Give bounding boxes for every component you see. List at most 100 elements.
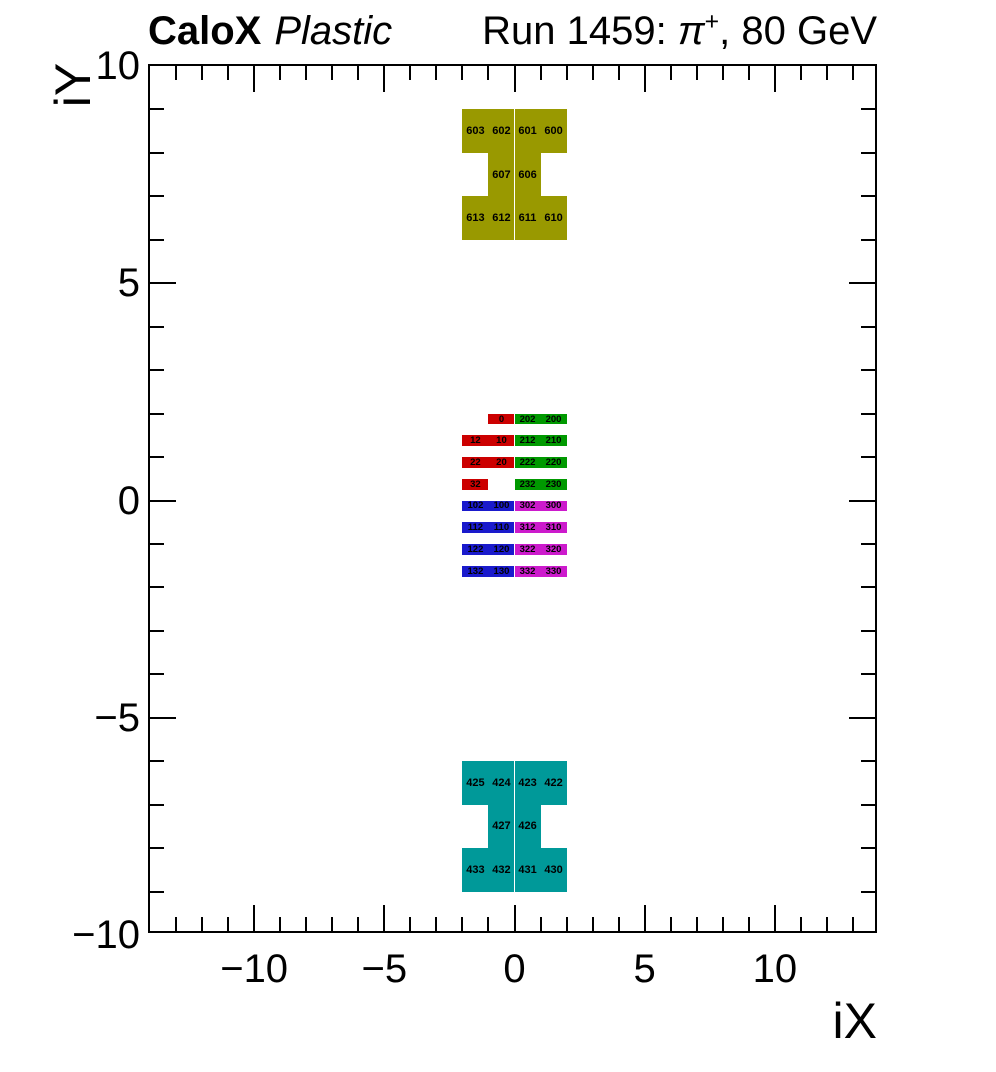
- y-tick-right: [861, 760, 875, 763]
- y-tick-left: [150, 542, 164, 545]
- cell-22: 22: [462, 457, 489, 468]
- x-tick-top: [461, 66, 464, 80]
- experiment-subtitle: Plastic: [274, 9, 393, 53]
- plot-title-right: Run 1459: π+, 80 GeV: [482, 8, 877, 54]
- cell-427: 427: [488, 804, 515, 849]
- cell-32: 32: [462, 479, 489, 490]
- y-tick-left: [150, 151, 164, 154]
- y-tick-label: 5: [117, 261, 140, 306]
- y-tick-right: [861, 412, 875, 415]
- cell-222: 222: [514, 457, 541, 468]
- y-tick-left: [150, 586, 164, 589]
- x-tick-top: [721, 66, 724, 80]
- cell-607: 607: [488, 152, 515, 197]
- experiment-name: CaloX: [148, 9, 262, 53]
- y-tick-left: [150, 282, 176, 285]
- x-tick-bottom: [357, 917, 360, 931]
- y-tick-right: [861, 108, 875, 111]
- cell-200: 200: [540, 414, 567, 425]
- y-tick-right: [861, 456, 875, 459]
- x-tick-bottom: [565, 917, 568, 931]
- x-tick-top: [357, 66, 360, 80]
- x-tick-top: [695, 66, 698, 80]
- cell-122: 122: [462, 544, 489, 555]
- x-tick-top: [643, 66, 646, 92]
- x-tick-top: [487, 66, 490, 80]
- y-tick-left: [150, 673, 164, 676]
- y-tick-label: −10: [72, 913, 140, 957]
- particle-symbol: π: [677, 9, 705, 53]
- x-tick-label: 5: [633, 947, 656, 991]
- run-info-prefix: Run 1459:: [482, 9, 678, 53]
- x-tick-bottom: [539, 917, 542, 931]
- cell-613: 613: [462, 196, 489, 240]
- x-tick-top: [799, 66, 802, 80]
- x-tick-top: [253, 66, 256, 92]
- y-tick-left: [150, 803, 164, 806]
- x-tick-bottom: [825, 917, 828, 931]
- x-tick-bottom: [279, 917, 282, 931]
- x-tick-top: [669, 66, 672, 80]
- x-tick-top: [305, 66, 308, 80]
- x-tick-label: −10: [220, 947, 289, 991]
- cell-611: 611: [514, 196, 541, 240]
- y-tick-right: [861, 586, 875, 589]
- cell-202: 202: [514, 414, 541, 425]
- y-tick-right: [849, 716, 875, 719]
- x-tick-bottom: [617, 917, 620, 931]
- x-tick-top: [591, 66, 594, 80]
- x-tick-top: [383, 66, 386, 92]
- x-tick-bottom: [175, 917, 178, 931]
- y-tick-left: [150, 369, 164, 372]
- y-tick-left: [150, 499, 176, 502]
- y-tick-right: [861, 803, 875, 806]
- x-tick-top: [175, 66, 178, 80]
- cell-424: 424: [488, 761, 515, 805]
- y-tick-right: [849, 282, 875, 285]
- x-tick-top: [227, 66, 230, 80]
- x-tick-bottom: [487, 917, 490, 931]
- y-tick-label: 0: [117, 478, 140, 523]
- y-tick-right: [861, 890, 875, 893]
- x-tick-bottom: [305, 917, 308, 931]
- cell-330: 330: [540, 566, 567, 577]
- y-tick-left: [150, 716, 176, 719]
- y-tick-right: [849, 499, 875, 502]
- cell-210: 210: [540, 435, 567, 446]
- x-tick-bottom: [721, 917, 724, 931]
- y-tick-right: [861, 673, 875, 676]
- cell-12: 12: [462, 435, 489, 446]
- x-tick-bottom: [643, 905, 646, 931]
- cell-603: 603: [462, 109, 489, 153]
- x-tick-bottom: [461, 917, 464, 931]
- cell-220: 220: [540, 457, 567, 468]
- cell-430: 430: [540, 848, 567, 892]
- x-tick-bottom: [409, 917, 412, 931]
- cell-310: 310: [540, 522, 567, 533]
- cell-432: 432: [488, 848, 515, 892]
- cell-10: 10: [488, 435, 515, 446]
- cell-320: 320: [540, 544, 567, 555]
- particle-charge: +: [704, 8, 720, 36]
- x-tick-bottom: [799, 917, 802, 931]
- x-tick-bottom: [773, 905, 776, 931]
- y-tick-left: [150, 238, 164, 241]
- y-tick-left: [150, 629, 164, 632]
- cell-601: 601: [514, 109, 541, 153]
- x-tick-bottom: [253, 905, 256, 931]
- cell-433: 433: [462, 848, 489, 892]
- x-tick-top: [513, 66, 516, 92]
- x-tick-label: 0: [503, 947, 526, 991]
- x-tick-bottom: [201, 917, 204, 931]
- x-tick-top: [331, 66, 334, 80]
- y-tick-left: [150, 760, 164, 763]
- x-tick-bottom: [383, 905, 386, 931]
- x-tick-bottom: [747, 917, 750, 931]
- cell-110: 110: [488, 522, 515, 533]
- x-tick-top: [617, 66, 620, 80]
- y-tick-label: 10: [95, 44, 141, 88]
- cell-300: 300: [540, 500, 567, 511]
- y-tick-right: [861, 325, 875, 328]
- x-tick-top: [409, 66, 412, 80]
- cell-302: 302: [514, 500, 541, 511]
